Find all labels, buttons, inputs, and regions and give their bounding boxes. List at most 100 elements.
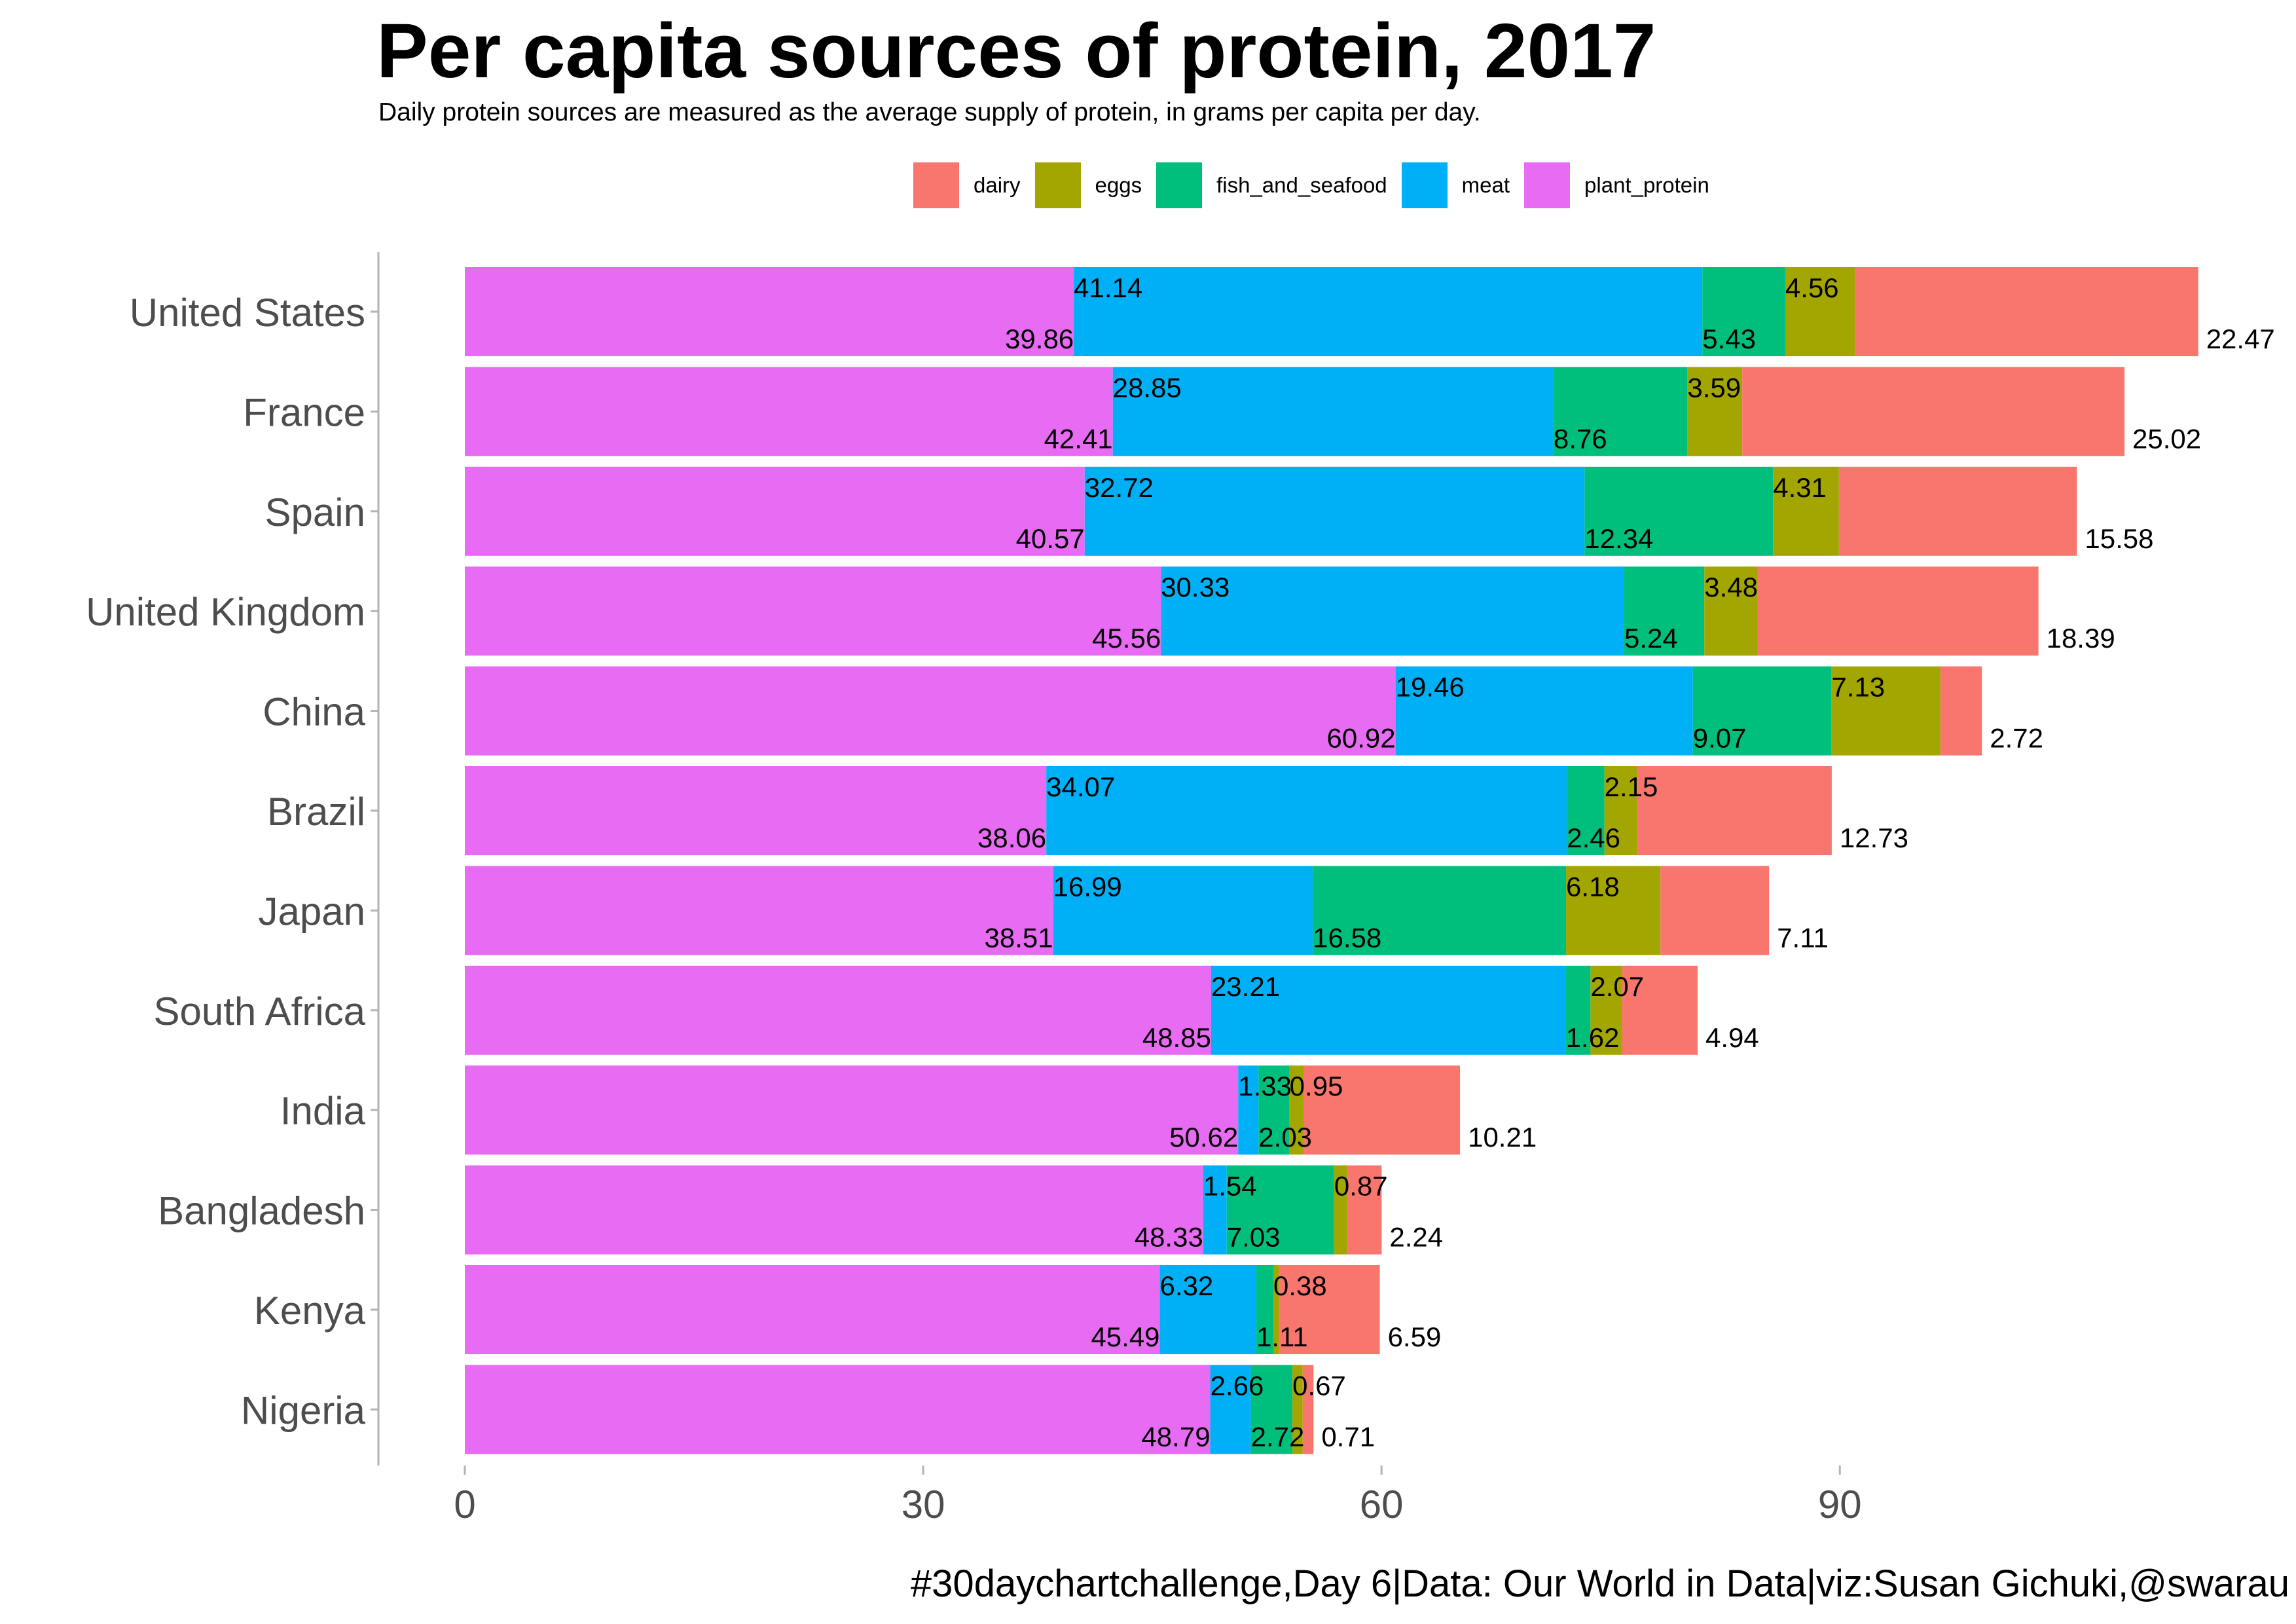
data-label-united-kingdom-fish-and-seafood: 5.24 xyxy=(1624,623,1678,654)
bar-united-states-meat xyxy=(1074,267,1703,356)
legend-item-plant-protein: plant_protein xyxy=(1524,162,1709,208)
chart-caption: #30daychartchallenge,Day 6|Data: Our Wor… xyxy=(910,1562,2289,1605)
bar-china-fish-and-seafood xyxy=(1692,666,1832,756)
bar-nigeria-meat xyxy=(1210,1365,1251,1454)
data-label-bangladesh-eggs: 0.87 xyxy=(1334,1171,1388,1202)
bar-japan-plant-protein xyxy=(465,866,1053,955)
bar-brazil-eggs xyxy=(1604,766,1637,855)
data-label-france-eggs: 3.59 xyxy=(1687,372,1741,403)
x-tick-label-60: 60 xyxy=(1360,1483,1404,1526)
bar-united-states-fish-and-seafood xyxy=(1702,267,1785,356)
bar-france-fish-and-seafood xyxy=(1553,367,1688,456)
y-tick-label-france: France xyxy=(243,390,365,434)
y-tick-label-united-kingdom: United Kingdom xyxy=(86,590,365,634)
data-label-bangladesh-plant-protein: 48.33 xyxy=(1135,1222,1203,1253)
y-tick-label-india: India xyxy=(280,1089,366,1133)
y-tick-label-japan: Japan xyxy=(259,889,365,933)
bar-india-dairy xyxy=(1303,1065,1461,1155)
data-label-south-africa-fish-and-seafood: 1.62 xyxy=(1566,1022,1620,1053)
data-label-spain-dairy: 15.58 xyxy=(2085,523,2153,554)
data-label-kenya-dairy: 6.59 xyxy=(1388,1321,1442,1352)
bar-united-states-dairy xyxy=(1855,267,2198,356)
bar-bangladesh-fish-and-seafood xyxy=(1226,1165,1334,1255)
legend-item-fish-and-seafood: fish_and_seafood xyxy=(1156,162,1387,208)
bar-kenya-plant-protein xyxy=(465,1265,1160,1354)
bar-united-kingdom-meat xyxy=(1161,566,1624,656)
bar-kenya-fish-and-seafood xyxy=(1256,1265,1273,1354)
bar-india-plant-protein xyxy=(465,1065,1239,1155)
data-label-france-plant-protein: 42.41 xyxy=(1044,423,1113,454)
legend-item-meat: meat xyxy=(1401,162,1510,208)
data-label-india-dairy: 10.21 xyxy=(1468,1122,1537,1153)
bar-brazil-fish-and-seafood xyxy=(1567,766,1605,855)
bar-spain-plant-protein xyxy=(465,466,1085,556)
bar-nigeria-fish-and-seafood xyxy=(1250,1365,1293,1454)
bar-bangladesh-meat xyxy=(1203,1165,1227,1255)
bar-kenya-meat xyxy=(1159,1265,1257,1354)
bar-china-dairy xyxy=(1940,666,1982,756)
data-label-japan-eggs: 6.18 xyxy=(1566,871,1620,902)
bar-china-eggs xyxy=(1831,666,1941,756)
legend: dairy eggs fish_and_seafood meat plant_prote… xyxy=(913,160,1724,210)
data-label-china-eggs: 7.13 xyxy=(1831,672,1885,703)
data-label-kenya-plant-protein: 45.49 xyxy=(1091,1321,1159,1352)
data-label-spain-fish-and-seafood: 12.34 xyxy=(1584,523,1653,554)
data-label-bangladesh-meat: 1.54 xyxy=(1203,1171,1257,1202)
bar-japan-fish-and-seafood xyxy=(1313,866,1567,955)
bar-spain-dairy xyxy=(1838,466,2077,556)
legend-swatch-plant-protein xyxy=(1524,162,1571,208)
legend-label-eggs: eggs xyxy=(1095,173,1142,197)
bar-kenya-dairy xyxy=(1279,1265,1380,1354)
data-label-south-africa-dairy: 4.94 xyxy=(1705,1022,1759,1053)
bar-brazil-dairy xyxy=(1637,766,1832,855)
legend-label-dairy: dairy xyxy=(974,173,1021,197)
bar-brazil-plant-protein xyxy=(465,766,1047,855)
y-tick-label-nigeria: Nigeria xyxy=(241,1388,366,1432)
data-label-japan-fish-and-seafood: 16.58 xyxy=(1313,922,1381,953)
data-label-nigeria-eggs: 0.67 xyxy=(1292,1370,1346,1401)
bar-south-africa-eggs xyxy=(1590,965,1622,1055)
y-tick-label-spain: Spain xyxy=(265,490,365,534)
legend-swatch-fish-and-seafood xyxy=(1156,162,1203,208)
legend-swatch-eggs xyxy=(1034,162,1081,208)
bar-bangladesh-dairy xyxy=(1347,1165,1382,1255)
data-label-spain-eggs: 4.31 xyxy=(1773,472,1827,503)
data-label-india-meat: 1.33 xyxy=(1238,1071,1292,1101)
bar-china-plant-protein xyxy=(465,666,1396,756)
data-label-spain-meat: 32.72 xyxy=(1085,472,1154,503)
data-label-china-dairy: 2.72 xyxy=(1990,723,2043,754)
data-label-france-meat: 28.85 xyxy=(1113,372,1182,403)
bar-brazil-meat xyxy=(1046,766,1567,855)
bar-south-africa-dairy xyxy=(1622,965,1698,1055)
bar-united-kingdom-eggs xyxy=(1704,566,1758,656)
data-label-united-states-plant-protein: 39.86 xyxy=(1005,323,1074,354)
data-label-united-kingdom-dairy: 18.39 xyxy=(2047,623,2115,654)
data-label-kenya-fish-and-seafood: 1.11 xyxy=(1256,1321,1308,1352)
bar-kenya-eggs xyxy=(1273,1265,1279,1354)
bar-nigeria-dairy xyxy=(1302,1365,1314,1454)
bar-india-fish-and-seafood xyxy=(1258,1065,1290,1155)
x-tick-label-0: 0 xyxy=(454,1483,475,1526)
data-label-nigeria-fish-and-seafood: 2.72 xyxy=(1251,1421,1305,1452)
bar-france-meat xyxy=(1112,367,1554,456)
bar-nigeria-plant-protein xyxy=(465,1365,1211,1454)
data-label-india-eggs: 0.95 xyxy=(1290,1071,1343,1101)
y-tick-label-brazil: Brazil xyxy=(267,790,365,834)
bar-india-meat xyxy=(1238,1065,1259,1155)
data-label-india-fish-and-seafood: 2.03 xyxy=(1258,1122,1312,1153)
data-label-kenya-meat: 6.32 xyxy=(1160,1270,1214,1301)
legend-swatch-meat xyxy=(1401,162,1448,208)
legend-swatch-dairy xyxy=(913,162,959,208)
bar-japan-meat xyxy=(1053,866,1313,955)
y-tick-label-united-states: United States xyxy=(130,291,365,335)
data-label-brazil-plant-protein: 38.06 xyxy=(977,822,1046,853)
data-label-china-meat: 19.46 xyxy=(1396,672,1465,703)
bar-bangladesh-eggs xyxy=(1334,1165,1348,1255)
bar-south-africa-plant-protein xyxy=(465,965,1211,1055)
bar-united-states-eggs xyxy=(1785,267,1855,356)
bar-united-kingdom-plant-protein xyxy=(465,566,1161,656)
data-label-nigeria-dairy: 0.71 xyxy=(1321,1421,1375,1452)
bar-united-kingdom-dairy xyxy=(1757,566,2039,656)
legend-label-meat: meat xyxy=(1461,173,1510,197)
